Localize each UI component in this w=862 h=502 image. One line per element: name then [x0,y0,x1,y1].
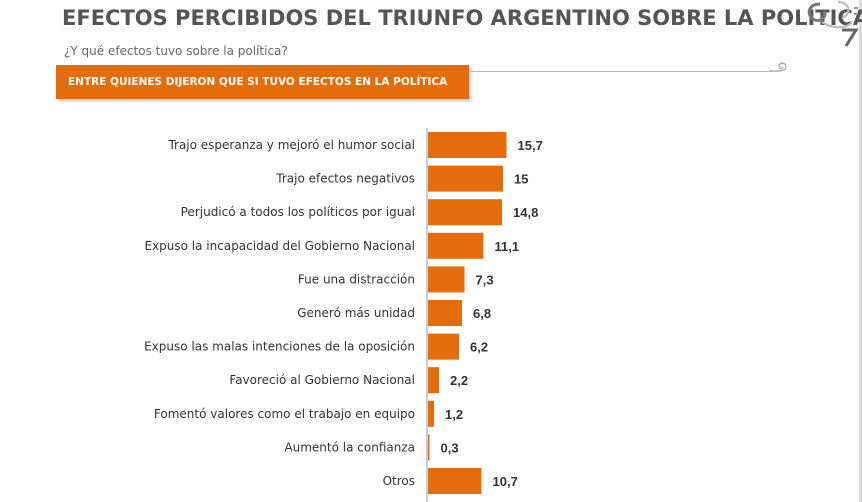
data-label: 14,8 [513,205,538,220]
category-label: Generó más unidad [297,306,415,320]
window-edge [859,0,862,502]
bar [428,132,507,158]
category-label: Trajo esperanza y mejoró el humor social [167,138,415,152]
bar [428,400,434,427]
data-label: 2,2 [450,373,468,388]
data-label: 15 [514,172,528,187]
category-label: Fomentó valores como el trabajo en equip… [154,407,415,421]
data-label: 10,7 [493,474,518,489]
bar [428,232,484,259]
bar [428,434,430,461]
category-label: Fue una distracción [298,272,415,286]
chart-subtitle: ¿Y qué efectos tuvo sobre la política? [64,44,288,58]
category-label: Aumentó la confianza [284,440,415,454]
category-label: Favoreció al Gobierno Nacional [229,373,415,387]
data-label: 15,7 [518,138,543,153]
bar [428,266,465,293]
category-label: Expuso las malas intenciones de la oposi… [144,340,415,354]
rule-curl-icon [768,62,787,72]
bar [428,468,482,494]
data-label: 0,3 [441,440,459,455]
category-label: Trajo efectos negativos [275,172,415,186]
bar [428,300,462,326]
data-label: 6,8 [473,306,491,321]
category-label: Expuso la incapacidad del Gobierno Nacio… [144,239,415,253]
data-label: 6,2 [470,340,488,355]
data-label: 7,3 [476,272,494,287]
bar [428,199,502,226]
bar [428,367,439,394]
bar [428,333,459,360]
data-label: 11,1 [495,239,520,254]
data-label: 1,2 [445,407,463,422]
chart-title: EFECTOS PERCIBIDOS DEL TRIUNFO ARGENTINO… [62,6,862,30]
filter-banner: ENTRE QUIENES DIJERON QUE SI TUVO EFECTO… [56,65,469,99]
bar [428,165,503,192]
category-label: Perjudicó a todos los políticos por igua… [181,205,415,219]
category-label: Otros [383,474,415,488]
spiral-logo-icon [807,0,859,47]
header-rule [469,71,769,72]
